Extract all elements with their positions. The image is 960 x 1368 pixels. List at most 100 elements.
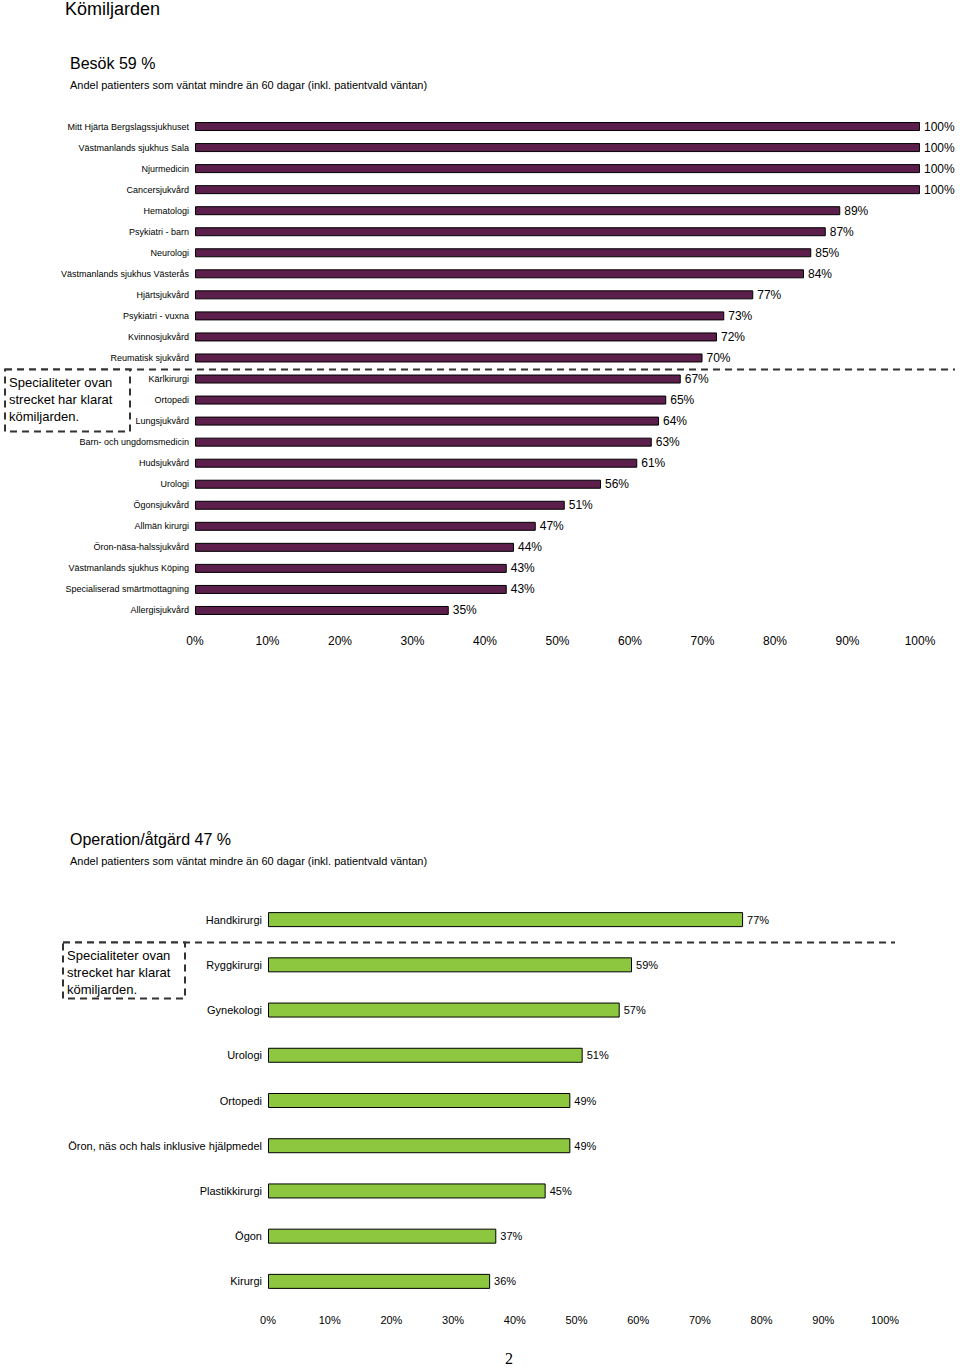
- svg-text:87%: 87%: [830, 225, 854, 239]
- svg-text:70%: 70%: [707, 351, 731, 365]
- svg-text:30%: 30%: [400, 634, 424, 648]
- svg-text:Öron, näs och hals inklusive h: Öron, näs och hals inklusive hjälpmedel: [68, 1140, 262, 1152]
- svg-text:45%: 45%: [550, 1185, 572, 1197]
- svg-text:80%: 80%: [751, 1314, 773, 1326]
- svg-text:Ortopedi: Ortopedi: [220, 1095, 262, 1107]
- svg-text:Ortopedi: Ortopedi: [154, 395, 189, 405]
- svg-text:77%: 77%: [757, 288, 781, 302]
- svg-text:kömiljarden.: kömiljarden.: [9, 409, 79, 424]
- svg-text:61%: 61%: [641, 456, 665, 470]
- svg-text:50%: 50%: [565, 1314, 587, 1326]
- svg-text:36%: 36%: [494, 1275, 516, 1287]
- svg-text:35%: 35%: [453, 603, 477, 617]
- svg-text:Ögon: Ögon: [235, 1230, 262, 1242]
- svg-text:Mitt Hjärta Bergslagssjukhuset: Mitt Hjärta Bergslagssjukhuset: [67, 122, 189, 132]
- svg-text:Urologi: Urologi: [160, 479, 189, 489]
- svg-text:90%: 90%: [812, 1314, 834, 1326]
- svg-text:10%: 10%: [255, 634, 279, 648]
- svg-text:73%: 73%: [728, 309, 752, 323]
- svg-text:57%: 57%: [624, 1004, 646, 1016]
- svg-text:Kärlkirurgi: Kärlkirurgi: [148, 374, 189, 384]
- svg-text:Besök 59 %: Besök 59 %: [70, 55, 155, 72]
- svg-text:51%: 51%: [569, 498, 593, 512]
- svg-text:100%: 100%: [924, 120, 955, 134]
- svg-text:strecket har klarat: strecket har klarat: [67, 965, 174, 980]
- svg-text:20%: 20%: [380, 1314, 402, 1326]
- svg-text:Specialiteter ovan: Specialiteter ovan: [9, 375, 116, 390]
- svg-text:Allergisjukvård: Allergisjukvård: [130, 605, 189, 615]
- svg-text:72%: 72%: [721, 330, 745, 344]
- svg-text:Neurologi: Neurologi: [150, 248, 189, 258]
- svg-text:Specialiteter ovan: Specialiteter ovan: [67, 948, 174, 963]
- svg-text:100%: 100%: [924, 141, 955, 155]
- svg-text:Andel patienters som väntat mi: Andel patienters som väntat mindre än 60…: [70, 855, 427, 867]
- svg-text:49%: 49%: [574, 1095, 596, 1107]
- svg-text:Västmanlands sjukhus Köping: Västmanlands sjukhus Köping: [68, 563, 189, 573]
- svg-text:Kirurgi: Kirurgi: [230, 1275, 262, 1287]
- svg-text:Reumatisk sjukvård: Reumatisk sjukvård: [110, 353, 189, 363]
- svg-text:40%: 40%: [504, 1314, 526, 1326]
- svg-text:Cancersjukvård: Cancersjukvård: [126, 185, 189, 195]
- svg-text:56%: 56%: [605, 477, 629, 491]
- svg-text:Urologi: Urologi: [227, 1049, 262, 1061]
- svg-text:10%: 10%: [319, 1314, 341, 1326]
- svg-text:90%: 90%: [835, 634, 859, 648]
- svg-text:64%: 64%: [663, 414, 687, 428]
- svg-text:Psykiatri - barn: Psykiatri - barn: [129, 227, 189, 237]
- svg-text:89%: 89%: [844, 204, 868, 218]
- svg-text:Västmanlands sjukhus Sala: Västmanlands sjukhus Sala: [78, 143, 189, 153]
- svg-text:Psykiatri - vuxna: Psykiatri - vuxna: [123, 311, 189, 321]
- svg-text:20%: 20%: [328, 634, 352, 648]
- svg-text:59%: 59%: [636, 959, 658, 971]
- svg-text:67%: 67%: [685, 372, 709, 386]
- svg-text:37%: 37%: [500, 1230, 522, 1242]
- svg-text:Njurmedicin: Njurmedicin: [141, 164, 189, 174]
- svg-text:Hematologi: Hematologi: [143, 206, 189, 216]
- svg-text:65%: 65%: [670, 393, 694, 407]
- svg-text:Lungsjukvård: Lungsjukvård: [135, 416, 189, 426]
- svg-text:Hjärtsjukvård: Hjärtsjukvård: [136, 290, 189, 300]
- svg-text:100%: 100%: [924, 162, 955, 176]
- svg-text:Öron-näsa-halssjukvård: Öron-näsa-halssjukvård: [93, 542, 189, 552]
- svg-text:43%: 43%: [511, 582, 535, 596]
- svg-text:60%: 60%: [618, 634, 642, 648]
- svg-text:80%: 80%: [763, 634, 787, 648]
- svg-text:Ryggkirurgi: Ryggkirurgi: [206, 959, 262, 971]
- svg-text:50%: 50%: [545, 634, 569, 648]
- svg-text:Kvinnosjukvård: Kvinnosjukvård: [128, 332, 189, 342]
- svg-text:60%: 60%: [627, 1314, 649, 1326]
- svg-text:Specialiserad smärtmottagning: Specialiserad smärtmottagning: [65, 584, 189, 594]
- svg-text:Gynekologi: Gynekologi: [207, 1004, 262, 1016]
- svg-text:100%: 100%: [924, 183, 955, 197]
- svg-text:Handkirurgi: Handkirurgi: [206, 914, 262, 926]
- svg-text:strecket har klarat: strecket har klarat: [9, 392, 116, 407]
- svg-text:49%: 49%: [574, 1140, 596, 1152]
- svg-text:77%: 77%: [747, 914, 769, 926]
- svg-text:Västmanlands sjukhus Västerås: Västmanlands sjukhus Västerås: [61, 269, 190, 279]
- svg-text:85%: 85%: [815, 246, 839, 260]
- svg-text:47%: 47%: [540, 519, 564, 533]
- svg-text:Andel patienters som väntat mi: Andel patienters som väntat mindre än 60…: [70, 79, 427, 91]
- svg-text:2: 2: [505, 1350, 513, 1367]
- svg-text:Hudsjukvård: Hudsjukvård: [139, 458, 189, 468]
- svg-text:Operation/åtgärd 47 %: Operation/åtgärd 47 %: [70, 831, 231, 848]
- svg-text:30%: 30%: [442, 1314, 464, 1326]
- svg-text:44%: 44%: [518, 540, 542, 554]
- svg-text:51%: 51%: [587, 1049, 609, 1061]
- svg-text:kömiljarden.: kömiljarden.: [67, 982, 137, 997]
- svg-text:Allmän kirurgi: Allmän kirurgi: [134, 521, 189, 531]
- svg-text:Barn- och ungdomsmedicin: Barn- och ungdomsmedicin: [79, 437, 189, 447]
- svg-text:70%: 70%: [689, 1314, 711, 1326]
- svg-text:43%: 43%: [511, 561, 535, 575]
- svg-text:Kömiljarden: Kömiljarden: [65, 0, 160, 19]
- svg-text:Ögonsjukvård: Ögonsjukvård: [133, 500, 189, 510]
- svg-text:Plastikkirurgi: Plastikkirurgi: [200, 1185, 262, 1197]
- svg-text:0%: 0%: [260, 1314, 276, 1326]
- svg-text:100%: 100%: [905, 634, 936, 648]
- svg-text:70%: 70%: [690, 634, 714, 648]
- svg-text:100%: 100%: [871, 1314, 899, 1326]
- svg-text:0%: 0%: [186, 634, 204, 648]
- svg-text:40%: 40%: [473, 634, 497, 648]
- svg-text:84%: 84%: [808, 267, 832, 281]
- svg-text:63%: 63%: [656, 435, 680, 449]
